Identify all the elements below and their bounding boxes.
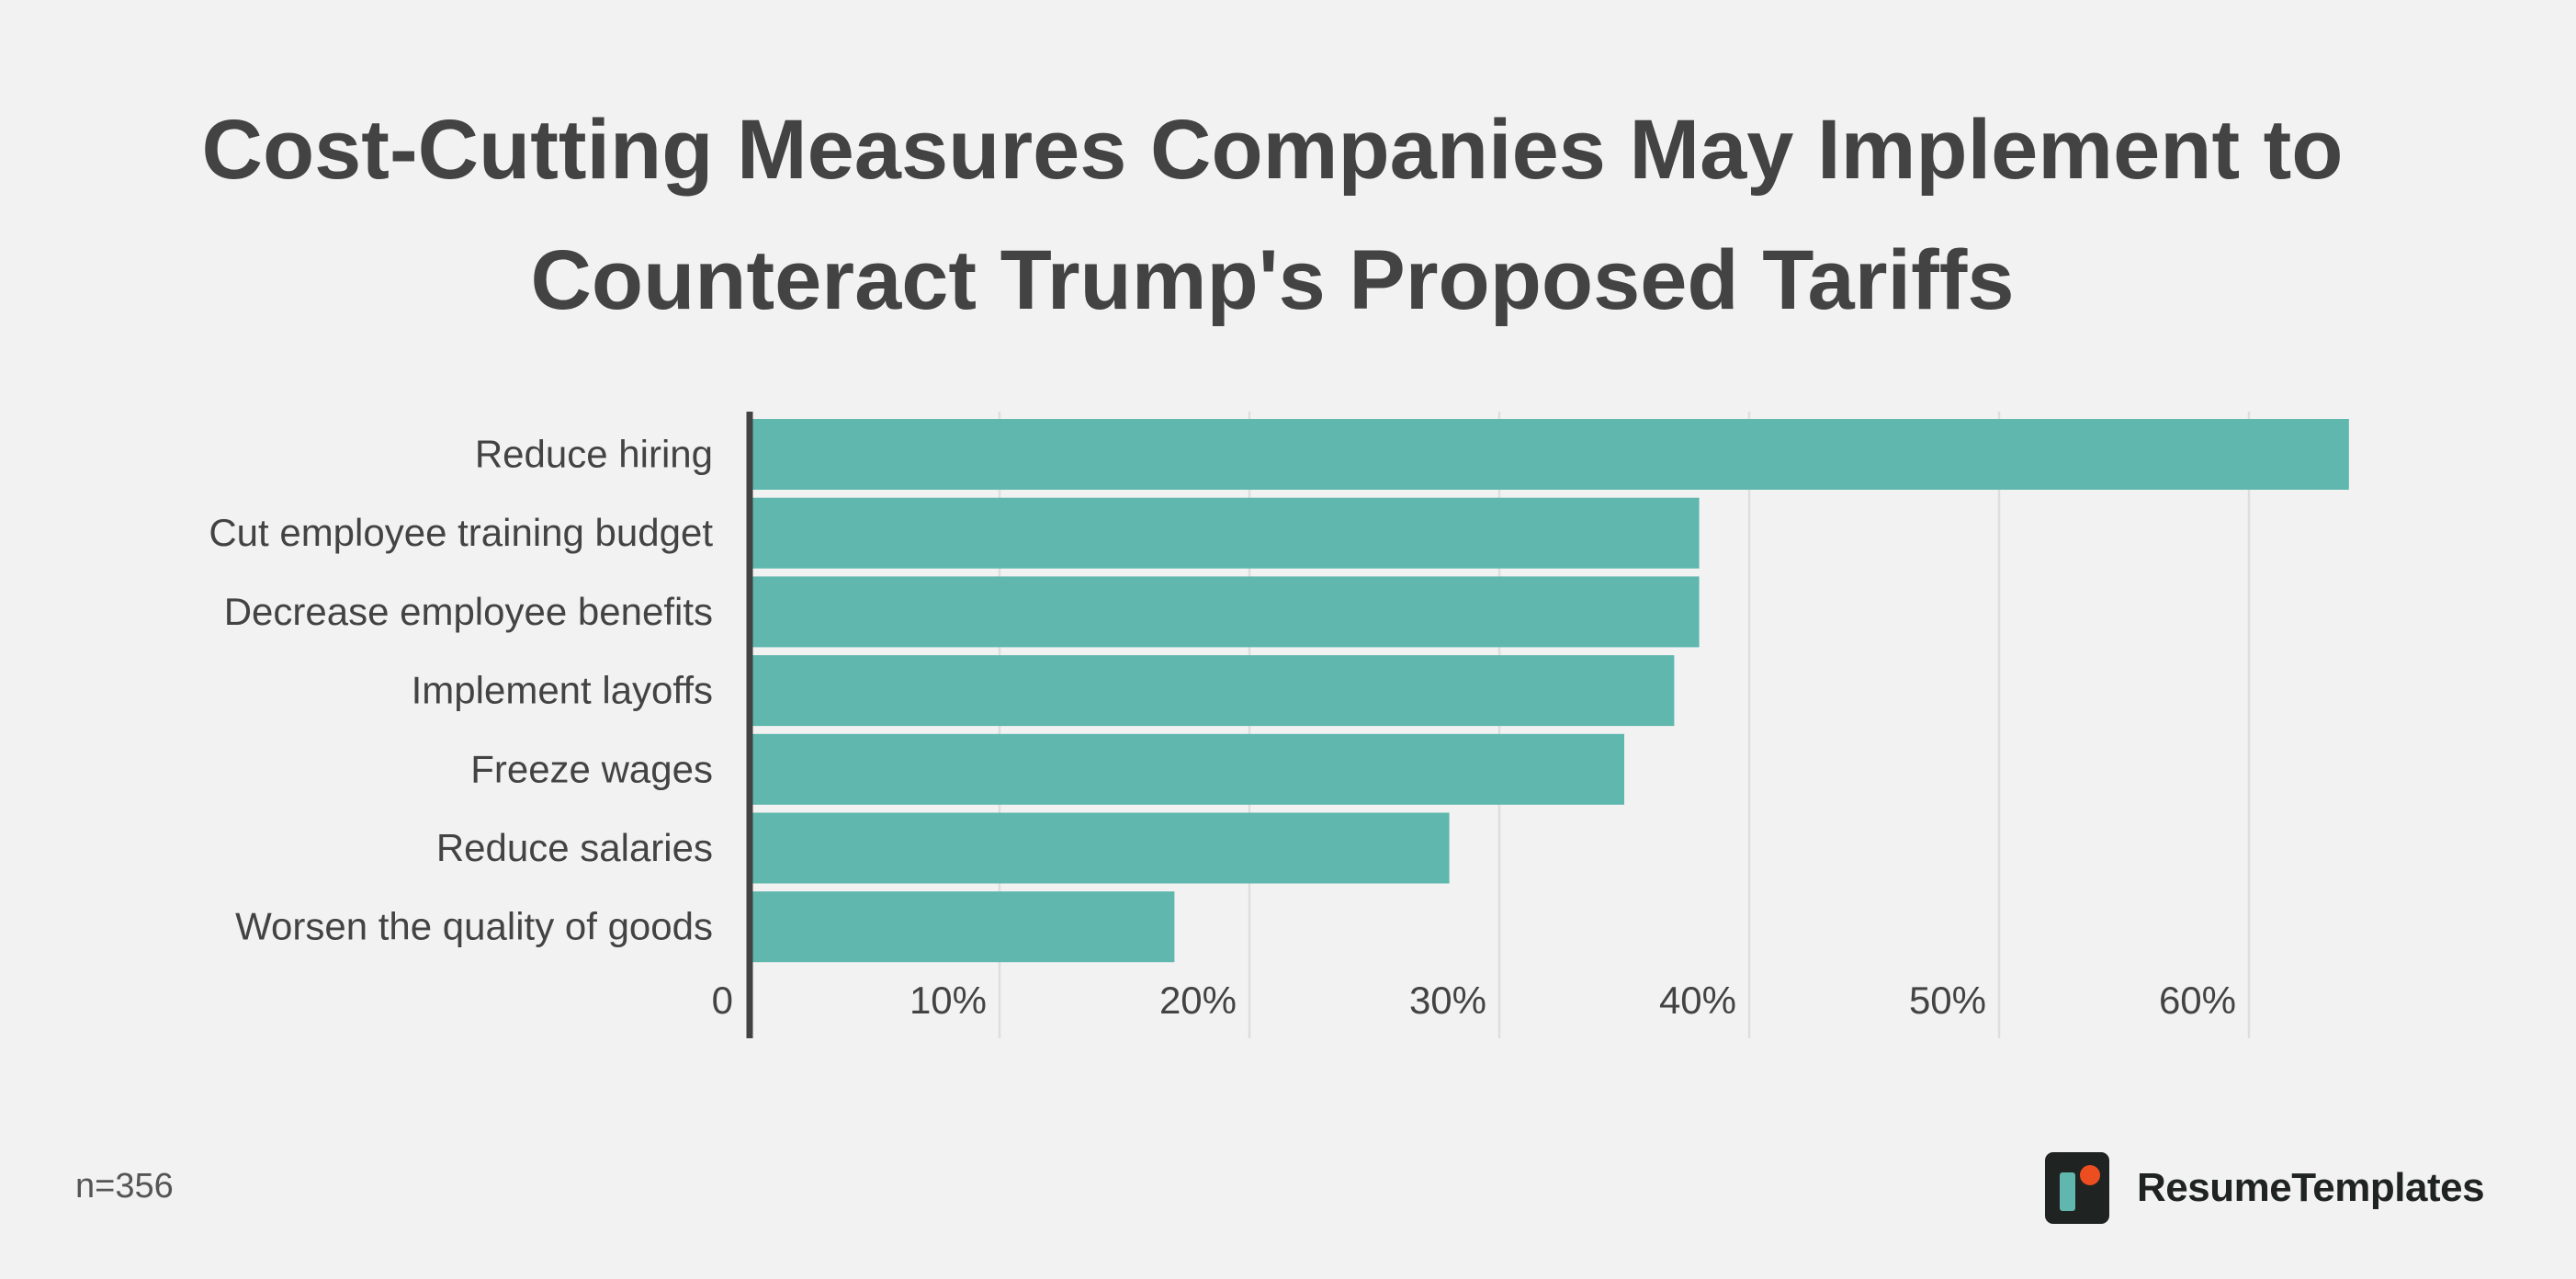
chart-title-line-2: Counteract Trump's Proposed Tariffs bbox=[530, 233, 2015, 327]
bar-5 bbox=[750, 812, 1450, 884]
bar-1 bbox=[750, 497, 1700, 569]
brand-logo-icon bbox=[2045, 1152, 2109, 1224]
category-label-4: Freeze wages bbox=[470, 747, 713, 790]
sample-size-label: n=356 bbox=[75, 1167, 174, 1205]
chart-title-line-1: Cost-Cutting Measures Companies May Impl… bbox=[201, 103, 2344, 197]
category-label-1: Cut employee training budget bbox=[209, 511, 713, 554]
x-tick-label-50: 50% bbox=[1909, 979, 1986, 1022]
x-tick-label-10: 10% bbox=[910, 979, 987, 1022]
x-tick-label-40: 40% bbox=[1659, 979, 1736, 1022]
brand: ResumeTemplates bbox=[2045, 1152, 2485, 1224]
brand-logo-bar bbox=[2060, 1172, 2075, 1211]
x-tick-label-20: 20% bbox=[1159, 979, 1237, 1022]
x-tick-label-60: 60% bbox=[2159, 979, 2236, 1022]
bar-6 bbox=[750, 891, 1175, 963]
category-label-6: Worsen the quality of goods bbox=[235, 905, 713, 948]
brand-name: ResumeTemplates bbox=[2137, 1165, 2485, 1210]
chart-title: Cost-Cutting Measures Companies May Impl… bbox=[0, 85, 2545, 345]
x-tick-label-0: 0 bbox=[712, 979, 733, 1022]
category-label-3: Implement layoffs bbox=[412, 669, 713, 712]
bar-0 bbox=[750, 419, 2349, 490]
category-label-2: Decrease employee benefits bbox=[224, 590, 713, 633]
bar-2 bbox=[750, 576, 1700, 648]
bar-3 bbox=[750, 655, 1675, 727]
category-label-5: Reduce salaries bbox=[436, 826, 713, 869]
category-label-0: Reduce hiring bbox=[475, 433, 713, 476]
x-tick-label-30: 30% bbox=[1409, 979, 1486, 1022]
brand-logo-dot bbox=[2080, 1165, 2100, 1185]
bar-4 bbox=[750, 733, 1624, 805]
